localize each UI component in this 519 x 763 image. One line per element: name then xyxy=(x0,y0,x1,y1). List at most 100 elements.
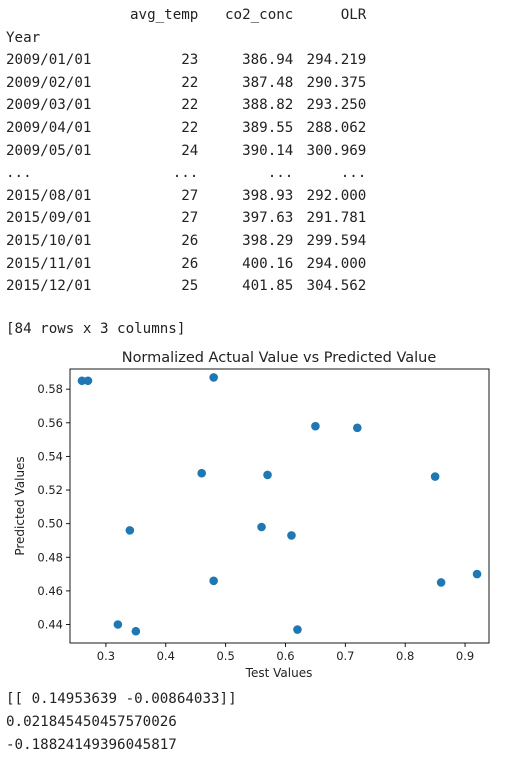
table-cell: ... xyxy=(172,165,199,182)
scatter-chart: Normalized Actual Value vs Predicted Val… xyxy=(13,350,490,680)
table-row: 2015/12/01 25 401.85 304.562 xyxy=(6,275,366,298)
table-cell: 294.000 xyxy=(306,255,367,272)
data-point xyxy=(125,526,135,535)
output-value-2: -0.18824149396045817 xyxy=(6,737,177,753)
row-index: 2009/05/01 xyxy=(6,142,92,159)
table-cell: 397.63 xyxy=(242,210,294,227)
table-cell: 22 xyxy=(181,74,199,91)
table-cell: 299.594 xyxy=(306,232,367,249)
table-cell: 27 xyxy=(181,187,199,204)
table-cell: 291.781 xyxy=(306,210,367,227)
y-tick-label: 0.52 xyxy=(37,483,63,497)
data-point xyxy=(131,626,141,636)
output-value-1: 0.021845450457570026 xyxy=(6,714,177,730)
coefficient-output: [[ 0.14953639 -0.00864033]] xyxy=(6,691,237,707)
table-cell: 292.000 xyxy=(306,187,367,204)
data-point xyxy=(209,576,218,586)
data-point xyxy=(257,522,266,532)
row-index: 2015/09/01 xyxy=(6,210,92,227)
row-index: 2009/02/01 xyxy=(6,74,92,91)
table-cell: 389.55 xyxy=(242,119,294,136)
data-point xyxy=(430,472,440,481)
table-row: 2015/08/01 27 398.93 292.000 xyxy=(6,185,366,208)
table-cell: 294.219 xyxy=(306,52,367,69)
y-axis-label: Predicted Values xyxy=(13,456,27,555)
column-header: OLR xyxy=(340,7,367,23)
data-point xyxy=(472,569,482,579)
x-axis-label: Test Values xyxy=(245,666,313,680)
table-cell: 288.062 xyxy=(306,119,367,136)
table-row: 2009/03/01 22 388.82 293.250 xyxy=(6,94,366,117)
table-cell: 23 xyxy=(181,52,199,69)
table-cell: 300.969 xyxy=(306,142,367,159)
table-cell: 387.48 xyxy=(242,74,294,91)
y-tick-label: 0.54 xyxy=(37,449,63,463)
y-tick-label: 0.44 xyxy=(37,618,63,632)
data-points xyxy=(77,373,482,636)
table-row: 2015/09/01 27 397.63 291.781 xyxy=(6,207,366,230)
x-tick-label: 0.5 xyxy=(216,649,234,663)
row-index: 2015/10/01 xyxy=(6,232,92,249)
table-cell: 26 xyxy=(181,255,199,272)
data-point xyxy=(77,376,87,386)
data-point xyxy=(209,373,218,382)
table-row: 2015/10/01 26 398.29 299.594 xyxy=(6,230,366,253)
table-cell: 304.562 xyxy=(306,278,367,295)
table-row: 2015/11/01 26 400.16 294.000 xyxy=(6,253,366,276)
table-cell: 401.85 xyxy=(242,278,294,295)
y-tick-label: 0.50 xyxy=(37,517,63,531)
x-axis-ticks: 0.3 0.4 0.5 0.6 0.7 0.8 0.9 xyxy=(97,643,474,663)
table-row: ............ xyxy=(6,162,366,185)
x-tick-label: 0.4 xyxy=(157,649,175,663)
y-tick-label: 0.56 xyxy=(37,416,63,430)
data-point xyxy=(353,423,362,433)
data-point xyxy=(263,470,272,480)
data-point xyxy=(197,468,206,478)
table-cell: 27 xyxy=(181,210,199,227)
table-cell: 398.93 xyxy=(242,187,294,204)
table-cell: ... xyxy=(267,165,294,182)
data-point xyxy=(83,376,93,386)
plot-area xyxy=(69,368,490,644)
x-tick-label: 0.6 xyxy=(276,649,294,663)
table-row: 2009/01/01 23 386.94 294.219 xyxy=(6,49,366,72)
table-cell: 388.82 xyxy=(242,97,294,114)
table-cell: 22 xyxy=(181,119,199,136)
table-cell: 290.375 xyxy=(306,74,367,91)
data-point xyxy=(287,531,296,540)
y-tick-label: 0.46 xyxy=(37,584,63,598)
row-index: 2009/01/01 xyxy=(6,52,92,69)
table-row: 2009/04/01 22 389.55 288.062 xyxy=(6,117,366,140)
rows-summary: [84 rows x 3 columns] xyxy=(6,321,186,337)
row-index: 2009/03/01 xyxy=(6,97,92,114)
table-body: 2009/01/01 23 386.94 294.219 2009/02/01 22 387… xyxy=(6,49,366,298)
data-point xyxy=(311,421,320,431)
row-index: 2009/04/01 xyxy=(6,119,92,136)
y-axis-ticks: 0.44 0.46 0.48 0.50 0.52 0.54 0.56 0.58 xyxy=(37,382,70,632)
row-index: ... xyxy=(6,165,32,182)
column-header: avg_temp xyxy=(130,7,199,23)
data-point xyxy=(436,578,446,587)
data-point xyxy=(293,625,302,634)
table-cell: 24 xyxy=(181,142,199,159)
row-index: 2015/12/01 xyxy=(6,278,92,295)
table-cell: 398.29 xyxy=(242,232,294,249)
index-header-blank xyxy=(6,4,130,27)
table-cell: 400.16 xyxy=(242,255,294,272)
table-cell: 22 xyxy=(181,97,199,114)
dataframe-table: avg_temp co2_conc OLR Year 2009/01/01 23 3… xyxy=(6,4,366,298)
table-row: 2009/05/01 24 390.14 300.969 xyxy=(6,140,366,163)
y-tick-label: 0.58 xyxy=(37,382,63,396)
table-cell: 25 xyxy=(181,278,199,295)
x-tick-label: 0.3 xyxy=(97,649,115,663)
x-tick-label: 0.9 xyxy=(456,649,474,663)
index-name-row: Year xyxy=(6,27,366,50)
table-row: 2009/02/01 22 387.48 290.375 xyxy=(6,72,366,95)
data-point xyxy=(113,620,123,629)
column-header: co2_conc xyxy=(225,7,294,23)
table-cell: ... xyxy=(340,165,367,182)
table-header-row: avg_temp co2_conc OLR xyxy=(6,4,366,27)
chart-title: Normalized Actual Value vs Predicted Val… xyxy=(122,350,437,366)
x-tick-label: 0.7 xyxy=(336,649,354,663)
row-index: 2015/11/01 xyxy=(6,255,92,272)
